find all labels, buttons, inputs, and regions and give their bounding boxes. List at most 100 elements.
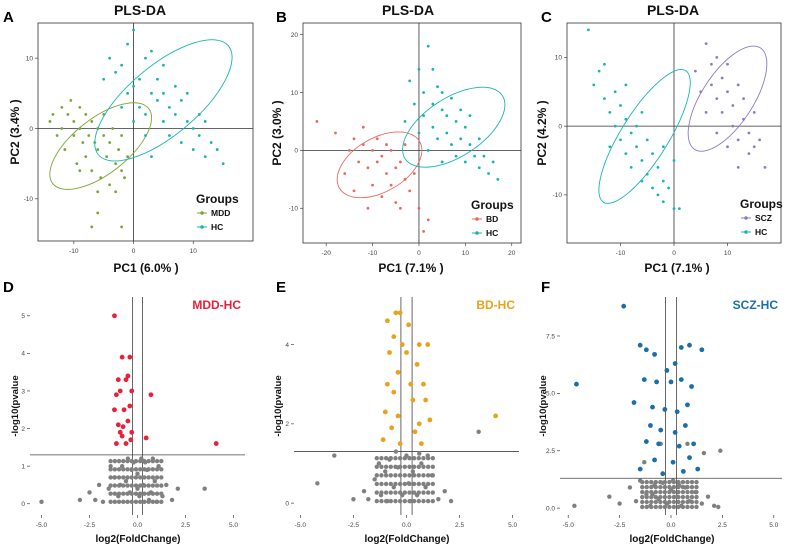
data-point-mdd [51,113,55,116]
nonsignificant-point [116,467,122,472]
data-point-hc [608,145,612,149]
data-point-hc [613,90,617,94]
data-point-bd [399,206,402,210]
x-tick-label: 5.0 [229,522,238,529]
nonsignificant-point [644,499,649,505]
x-tick-label: 0 [132,248,136,255]
nonsignificant-point [202,486,207,491]
significant-point [691,441,697,447]
nonsignificant-point [667,504,672,510]
nonsignificant-point [411,490,417,495]
significant-point [699,347,705,353]
nonsignificant-point [572,503,577,509]
nonsignificant-point [175,486,181,491]
y-tick-label: 0 [29,126,33,133]
nonsignificant-point [150,483,156,488]
x-tick-label: 10 [190,248,198,255]
data-point-hc [640,110,644,114]
x-tick-label: 2.5 [455,522,464,529]
nonsignificant-point [701,450,707,456]
data-point-mdd [72,120,76,123]
nonsignificant-point [676,499,681,505]
nonsignificant-point [159,458,164,464]
data-point-hc [445,131,449,135]
nonsignificant-point [429,473,435,478]
panel-letter: F [541,279,550,296]
data-point-hc [102,77,106,81]
x-tick-label: 20 [508,250,516,257]
nonsignificant-point [116,494,121,499]
plot-title: PLS-DA [647,2,699,18]
nonsignificant-point [652,482,657,488]
nonsignificant-point [694,494,699,500]
significant-point [656,441,662,447]
nonsignificant-point [137,467,143,472]
nonsignificant-point [376,461,382,466]
legend-swatch-dot [200,211,204,215]
nonsignificant-point [133,475,139,480]
confidence-ellipse-mdd [49,102,153,190]
nonsignificant-point [430,498,436,504]
y-axis-title: PC2 (4.2% ) [535,100,549,165]
nonsignificant-point [133,491,139,496]
x-tick-label: 10 [724,250,732,257]
nonsignificant-point [112,483,118,488]
data-point-mdd [120,134,124,137]
nonsignificant-point [150,499,156,505]
x-tick-label: -2.5 [84,522,96,529]
data-point-mdd [105,155,109,159]
data-point-mdd [87,134,91,137]
significant-point [395,413,401,419]
nonsignificant-point [689,479,695,485]
data-point-hc [422,114,425,118]
nonsignificant-point [671,484,677,490]
data-point-scz [731,104,735,107]
data-point-mdd [90,225,94,229]
data-point-scz [694,69,697,73]
significant-point [682,423,688,428]
data-point-hc [661,200,665,204]
data-point-hc [592,83,596,87]
y-tick-label: 0 [21,501,25,508]
nonsignificant-point [416,473,422,478]
nonsignificant-point [379,473,384,478]
nonsignificant-point [125,475,130,480]
nonsignificant-point [374,490,379,495]
nonsignificant-point [154,483,160,488]
nonsignificant-point [674,494,680,499]
nonsignificant-point [640,494,645,500]
x-tick-label: 5.0 [769,522,778,529]
nonsignificant-point [142,460,148,465]
data-point-hc [587,28,590,32]
nonsignificant-point [372,477,377,482]
x-tick-label: -10 [368,250,378,257]
panel-d: D -5.0 -2.5 0.0 2.5 5.0 0 1 2 3 4 5 log2(FoldChange)… [3,279,245,545]
data-point-hc [454,120,458,123]
x-axis-title: log2(FoldChange) [630,534,715,545]
nonsignificant-point [430,490,436,495]
nonsignificant-point [425,498,431,504]
data-point-hc [412,102,416,106]
panel-a: A -10 0 10 -10 0 10 PC1 (6.0% ) PC2 (3.4% ) PLS-D… [3,2,254,275]
legend-label-hc: HC [486,228,498,238]
nonsignificant-point [642,460,647,465]
data-point-hc [173,84,177,88]
nonsignificant-point [388,481,393,487]
nonsignificant-point [154,499,159,505]
data-point-hc [635,145,638,149]
data-point-bd [380,195,384,199]
nonsignificant-point [397,473,403,478]
data-point-hc [132,28,135,32]
plot-title: PLS-DA [382,2,434,18]
nonsignificant-point [417,451,422,456]
nonsignificant-point [87,490,92,495]
significant-point [674,409,680,415]
nonsignificant-point [137,475,143,480]
significant-point [418,441,424,447]
significant-point [123,377,129,383]
data-point-hc [613,124,617,128]
significant-point [643,347,649,353]
data-point-hc [114,70,118,74]
nonsignificant-point [648,503,653,509]
